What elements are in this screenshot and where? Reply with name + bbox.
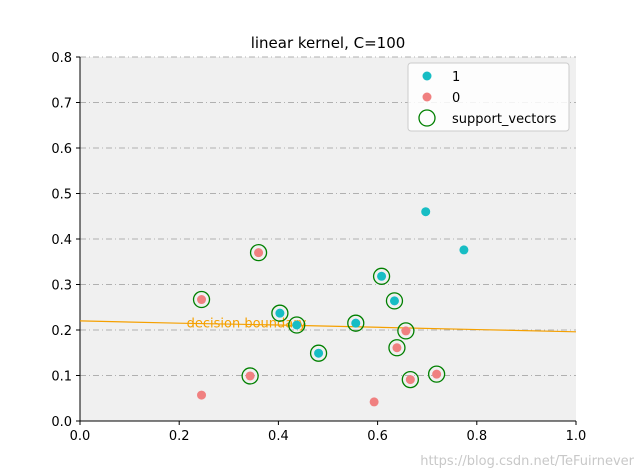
legend: 1 0 support_vectors xyxy=(407,62,570,132)
x-tick-label: 0.2 xyxy=(169,429,190,444)
class-0-point xyxy=(369,397,379,407)
legend-support-vectors-label: support_vectors xyxy=(452,112,557,127)
class-0-point xyxy=(245,371,255,381)
watermark: https://blog.csdn.net/TeFuirnever xyxy=(420,454,634,469)
x-tick-label: 1.0 xyxy=(566,429,587,444)
class-1-point xyxy=(389,296,399,306)
y-tick-label: 0.2 xyxy=(51,324,72,339)
legend-support-vectors-marker xyxy=(418,109,436,127)
y-tick-label: 0.3 xyxy=(51,279,72,294)
y-tick-label: 0.4 xyxy=(51,233,72,248)
class-0-point xyxy=(197,295,207,305)
support-vector-marker xyxy=(288,316,306,334)
class-1-point xyxy=(377,271,387,281)
y-tick-label: 0.7 xyxy=(51,97,72,112)
y-tick-label: 0.1 xyxy=(51,370,72,385)
class-1-point xyxy=(351,318,361,328)
class-0-point xyxy=(197,390,207,400)
support-vector-marker xyxy=(388,339,406,357)
support-vector-marker xyxy=(401,370,419,389)
x-tick-label: 0.4 xyxy=(268,429,289,444)
legend-class-0-marker xyxy=(422,92,432,102)
gridlines xyxy=(80,56,576,376)
y-tick-label: 0.0 xyxy=(51,415,72,430)
class-0-point xyxy=(392,343,402,353)
x-tick-label: 0.8 xyxy=(466,429,487,444)
class-0-point xyxy=(401,326,411,336)
y-tick-label: 0.8 xyxy=(51,51,72,66)
y-tick-label: 0.6 xyxy=(51,142,72,157)
class-1-point xyxy=(292,320,302,330)
tick-labels: 0.0 0.2 0.4 0.6 0.8 1.0 0.0 0.1 0.2 0.3 0.4 0.5 0.6 0… xyxy=(51,51,586,444)
x-tick-label: 0.6 xyxy=(367,429,388,444)
support-vector-marker xyxy=(347,314,365,332)
support-vector-marker xyxy=(249,243,268,262)
decision-boundary-line xyxy=(79,320,577,333)
support-vector-marker xyxy=(309,344,328,362)
legend-class-0-label: 0 xyxy=(452,91,460,106)
support-vector-marker xyxy=(385,292,404,310)
support-vector-marker xyxy=(397,322,415,340)
class-1-point xyxy=(314,348,324,358)
class-0-point xyxy=(405,375,415,385)
y-tick-label: 0.5 xyxy=(51,188,72,203)
class-1-point xyxy=(275,308,285,318)
support-vector-marker xyxy=(192,290,211,309)
class-0-point xyxy=(432,369,442,379)
class-1-point xyxy=(421,207,431,217)
legend-class-1-label: 1 xyxy=(452,70,460,85)
class-1-point xyxy=(459,245,469,255)
x-tick-label: 0.0 xyxy=(70,429,91,444)
support-vector-marker xyxy=(427,365,446,383)
data-points xyxy=(192,207,469,407)
chart-title: linear kernel, C=100 xyxy=(251,34,406,52)
support-vector-marker xyxy=(271,304,289,322)
legend-box xyxy=(407,62,570,132)
support-vector-marker xyxy=(372,267,391,285)
support-vector-marker xyxy=(241,367,259,385)
legend-class-1-marker xyxy=(422,71,432,81)
class-0-point xyxy=(254,248,264,258)
